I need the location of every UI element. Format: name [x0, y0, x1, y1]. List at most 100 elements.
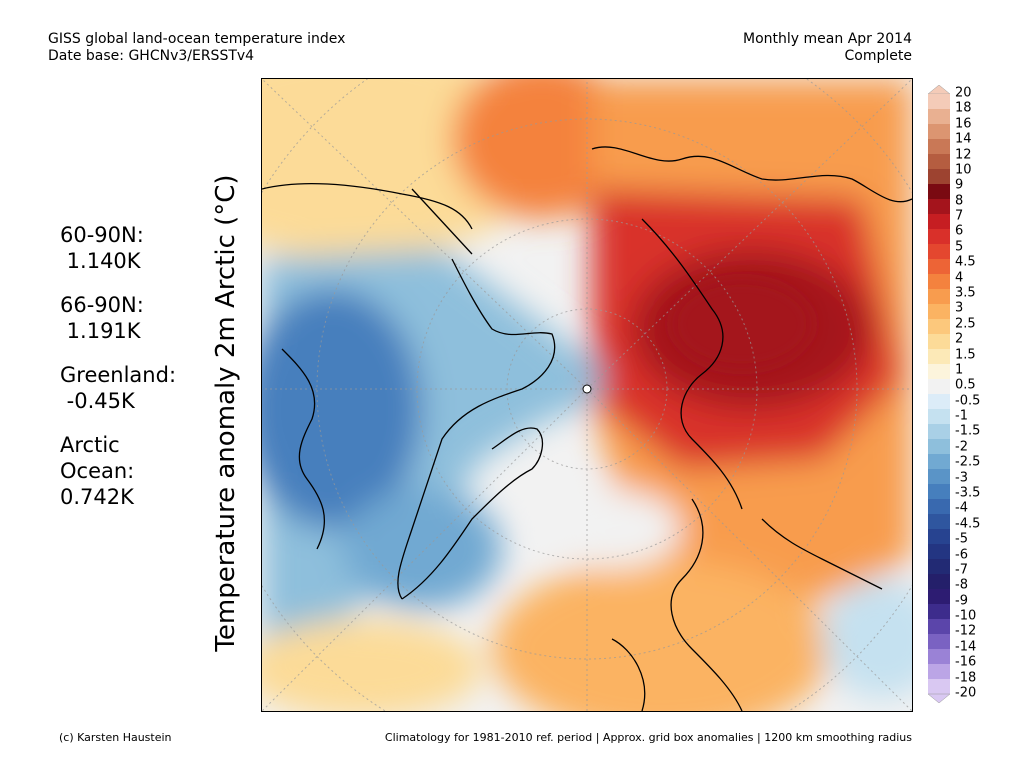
coastline-hudson-bay [281, 348, 326, 550]
graticule [262, 79, 912, 711]
stat-arctic-ocean: Arctic Ocean: 0.742K [60, 432, 176, 510]
colorbar-top-arrow [928, 85, 950, 95]
coastline-canada [397, 258, 556, 600]
header-right: Monthly mean Apr 2014 Complete [743, 31, 912, 65]
stat-label: 60-90N: [60, 223, 144, 247]
colorbar-tick-label: 2.5 [955, 316, 976, 332]
anomaly-map-svg [262, 79, 912, 711]
colorbar-tick-label: -1 [955, 408, 968, 424]
colorbar-swatch [928, 454, 950, 470]
colorbar-tick-label: -1.5 [955, 423, 981, 439]
data-base-label: Date base: GHCNv3/ERSSTv4 [48, 48, 255, 64]
colorbar-tick-label: 9 [955, 177, 964, 193]
coastline-norway [611, 638, 646, 711]
colorbar-bottom-arrow [928, 693, 950, 703]
colorbar-tick-label: 10 [955, 162, 972, 178]
colorbar-tick-label: 18 [955, 100, 972, 116]
colorbar-tick-label: -18 [955, 670, 977, 686]
colorbar-tick-label: -14 [955, 639, 977, 655]
anomaly-patch-archipelago [462, 339, 602, 419]
colorbar-tick-label: -0.5 [955, 393, 981, 409]
colorbar-tick-label: 1 [955, 362, 964, 378]
coastline-siberia-north [591, 146, 912, 203]
north-pole-marker [582, 384, 592, 394]
stat-value: -0.45K [60, 389, 135, 413]
coastline-barents [761, 518, 883, 590]
colorbar-tick-label: 5 [955, 239, 964, 255]
colorbar-tick-label: 4.5 [955, 254, 976, 270]
colorbar-swatch [928, 349, 950, 365]
colorbar-swatch [928, 439, 950, 455]
colorbar-swatch [928, 199, 950, 215]
colorbar-swatch [928, 529, 950, 545]
meridian [262, 388, 588, 711]
colorbar-swatch [928, 499, 950, 515]
colorbar-tick-label: 3.5 [955, 285, 976, 301]
colorbar-tick-label: -3.5 [955, 485, 981, 501]
colorbar-tick-label: 6 [955, 223, 964, 239]
anomaly-patch-europe [492, 559, 832, 711]
colorbar-tick-label: 3 [955, 300, 964, 316]
coastline-greenland [401, 427, 544, 600]
completeness-label: Complete [844, 48, 912, 64]
region-stats: 60-90N: 1.140K 66-90N: 1.191K Greenland:… [60, 222, 176, 528]
colorbar-swatch [928, 514, 950, 530]
colorbar-tick-label: 7 [955, 208, 964, 224]
colorbar-swatch [928, 139, 950, 155]
colorbar-tick-label: -5 [955, 531, 968, 547]
coastline-alaska [262, 182, 473, 230]
coastline-taymyr [641, 218, 743, 510]
anomaly-patch-barents [822, 579, 912, 699]
colorbar-swatch [928, 619, 950, 635]
colorbar-tick-label: -2.5 [955, 454, 981, 470]
colorbar-swatch [928, 304, 950, 320]
colorbar-swatch [928, 94, 950, 110]
colorbar-swatch [928, 634, 950, 650]
colorbar-swatch [928, 379, 950, 395]
y-axis-label: Temperature anomaly 2m Arctic (°C) [211, 174, 241, 652]
colorbar-swatch [928, 679, 950, 695]
colorbar-swatch [928, 154, 950, 170]
anomaly-patch-atlantic [262, 619, 482, 711]
colorbar-tick-label: -12 [955, 623, 977, 639]
colorbar-swatch [928, 334, 950, 350]
colorbar-swatch [928, 409, 950, 425]
colorbar-swatch [928, 424, 950, 440]
colorbar-swatch [928, 469, 950, 485]
colorbar-tick-label: -4 [955, 500, 968, 516]
stat-value: 0.742K [60, 485, 134, 509]
dataset-title: GISS global land-ocean temperature index [48, 31, 346, 47]
colorbar-swatch [928, 319, 950, 335]
anomaly-patch-peak [672, 279, 812, 369]
colorbar-swatch [928, 484, 950, 500]
colorbar-tick-label: -6 [955, 547, 968, 563]
coastlines [262, 146, 912, 711]
stat-greenland: Greenland: -0.45K [60, 362, 176, 414]
stat-value: 1.191K [60, 319, 141, 343]
colorbar-swatch [928, 184, 950, 200]
stat-66-90n: 66-90N: 1.191K [60, 292, 176, 344]
colorbar-tick-label: 1.5 [955, 347, 976, 363]
anomaly-patch-neutral [542, 489, 682, 569]
stat-label: Greenland: [60, 363, 177, 387]
colorbar-tick-label: 12 [955, 147, 972, 163]
header-left: GISS global land-ocean temperature index… [48, 31, 345, 65]
colorbar-swatch [928, 274, 950, 290]
colorbar-swatch [928, 364, 950, 380]
colorbar-swatch [928, 214, 950, 230]
colorbar-swatch [928, 589, 950, 605]
colorbar-tick-label: 16 [955, 116, 972, 132]
stat-value: 1.140K [60, 249, 141, 273]
stat-label: Arctic Ocean: [60, 433, 135, 483]
credit: (c) Karsten Haustein [59, 731, 172, 744]
stat-label: 66-90N: [60, 293, 144, 317]
colorbar-swatch [928, 604, 950, 620]
colorbar-tick-label: -2 [955, 439, 968, 455]
colorbar-tick-label: 4 [955, 270, 964, 286]
period-label: Monthly mean Apr 2014 [743, 31, 912, 47]
meridian [586, 388, 912, 711]
colorbar-tick-label: 2 [955, 331, 964, 347]
anomaly-map [261, 78, 913, 712]
colorbar-tick-label: -3 [955, 470, 968, 486]
colorbar-tick-label: -20 [955, 685, 977, 701]
